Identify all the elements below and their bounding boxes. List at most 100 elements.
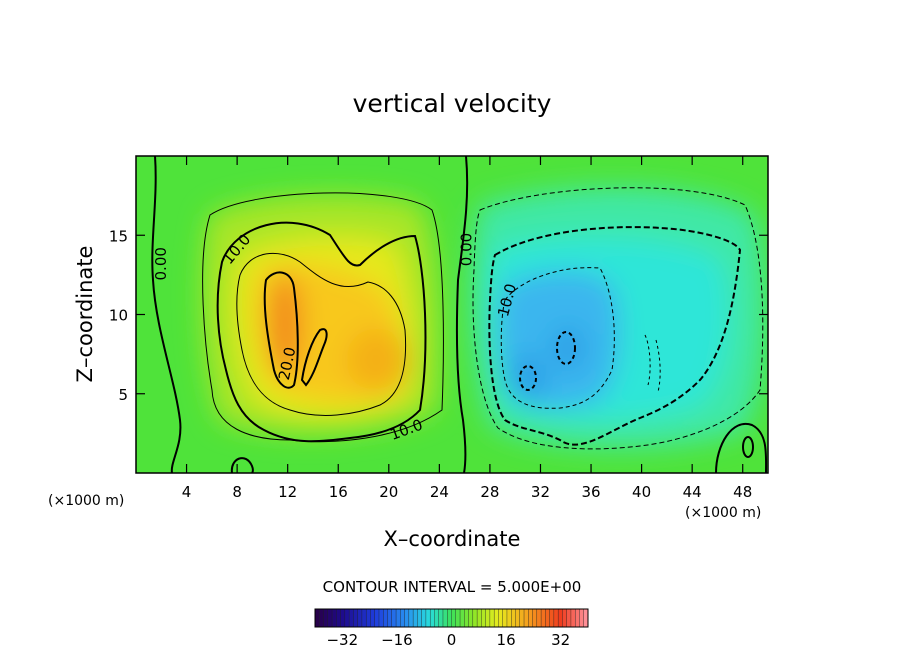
colorbar-cell [404, 608, 410, 628]
x-tick-label: 40 [632, 483, 651, 501]
colorbar-cell [489, 608, 495, 628]
contour-plus15 [236, 252, 407, 416]
x-tick-label: 32 [531, 483, 550, 501]
colorbar-frame [314, 608, 589, 628]
contour-label: 0.00 [152, 247, 170, 280]
contour-zero-west [151, 156, 182, 473]
colorbar-cell [400, 608, 406, 628]
colorbar-cell [515, 608, 521, 628]
y-tick-label: 10 [109, 307, 128, 325]
colorbar-cell [331, 608, 337, 628]
colorbar-cell [417, 608, 423, 628]
colorbar-cell [566, 608, 572, 628]
x-tick-label: 4 [182, 483, 192, 501]
x-tick-label: 28 [480, 483, 499, 501]
x-tick-label: 36 [581, 483, 600, 501]
colorbar-cell [553, 608, 559, 628]
contour-zero-divider [455, 156, 469, 473]
colorbar-cell [395, 608, 401, 628]
colorbar-cell [387, 608, 393, 628]
colorbar-cell [523, 608, 529, 628]
colorbar-cell [361, 608, 367, 628]
colorbar-cell [365, 608, 371, 628]
colorbar-cell [528, 608, 534, 628]
colorbar-cell [511, 608, 516, 628]
colorbar-tick-label: 0 [447, 631, 457, 649]
x-tick-label: 24 [430, 483, 449, 501]
colorbar-cell [447, 608, 453, 628]
colorbar-cell [455, 608, 461, 628]
x-tick-label: 12 [278, 483, 297, 501]
contour-minus20-west [519, 365, 537, 391]
colorbar-cell [327, 608, 333, 628]
colorbar-cell [549, 608, 555, 628]
colorbar-cell [472, 608, 478, 628]
colorbar-cell [464, 608, 470, 628]
contour-zero-small-east [742, 436, 754, 458]
colorbar-cell [451, 608, 457, 628]
colorbar-cell [340, 608, 346, 628]
contour-minus20-east [556, 331, 576, 365]
colorbar-cell [485, 608, 491, 628]
colorbar-cell [481, 608, 487, 628]
colorbar-tick-label: −32 [326, 631, 358, 649]
colorbar-cell [536, 608, 542, 628]
contour-plus20 [263, 271, 299, 389]
updraft-core-west [268, 273, 302, 377]
colorbar-cell [408, 608, 414, 628]
x-unit-label-left: (×1000 m) [48, 493, 124, 509]
colorbar-cell [570, 608, 576, 628]
x-tick-label: 44 [683, 483, 702, 501]
colorbar-tick-label: 32 [551, 631, 570, 649]
colorbar-cell [498, 608, 504, 628]
y-axis-title: Z–coordinate [73, 246, 97, 383]
y-tick-label: 15 [109, 227, 128, 245]
x-tick-label: 16 [329, 483, 348, 501]
colorbar-cell [314, 608, 320, 628]
colorbar-cell [378, 608, 384, 628]
contour-interval-label: CONTOUR INTERVAL = 5.000E+00 [323, 578, 582, 596]
colorbar-cell [438, 608, 444, 628]
colorbar: −32 −16 0 16 32 [314, 608, 589, 649]
contour-plus5 [202, 192, 444, 443]
contour-plus20-east [300, 328, 328, 387]
colorbar-tick-label: 16 [497, 631, 516, 649]
colorbar-tick-label: −16 [381, 631, 413, 649]
colorbar-cell [374, 608, 380, 628]
colorbar-cell [468, 608, 474, 628]
colorbar-cell [353, 608, 359, 628]
contour-lines [151, 156, 768, 473]
colorbar-cell [412, 608, 418, 628]
colorbar-cell [579, 608, 585, 628]
colorbar-cell [383, 608, 389, 628]
colorbar-cell [459, 608, 465, 628]
colorbar-cell [562, 608, 568, 628]
contour-minus15 [500, 267, 615, 409]
colorbar-cell [519, 608, 525, 628]
colorbar-cell [493, 608, 499, 628]
colorbar-cell [575, 608, 580, 628]
colorbar-cell [476, 608, 482, 628]
colorbar-cell [319, 608, 325, 628]
contour-zero-east-corner [715, 422, 768, 473]
updraft-core-east [346, 328, 410, 392]
downdraft-core-west [510, 354, 546, 402]
contour-minus10 [488, 226, 742, 446]
contour-plus10 [216, 221, 427, 443]
colorbar-cell [442, 608, 448, 628]
x-axis-title: X–coordinate [384, 527, 521, 551]
colorbar-cell [336, 608, 342, 628]
colorbar-cell [425, 608, 431, 628]
colorbar-cell [502, 608, 508, 628]
x-tick-label: 8 [232, 483, 242, 501]
colorbar-cell [344, 608, 350, 628]
x-tick-label: 20 [379, 483, 398, 501]
x-tick-label: 48 [733, 483, 752, 501]
colorbar-cell [421, 608, 427, 628]
colorbar-cell [545, 608, 551, 628]
x-unit-label-right: (×1000 m) [685, 505, 761, 521]
